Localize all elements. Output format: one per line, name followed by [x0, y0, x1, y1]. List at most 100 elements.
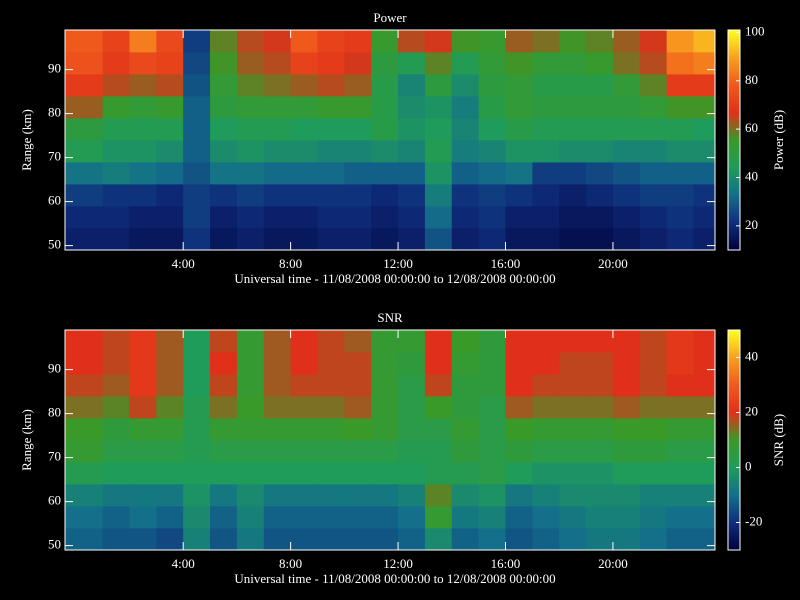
- heatmap-cell: [693, 118, 716, 141]
- heatmap-cell: [263, 184, 292, 207]
- heatmap-cell: [559, 440, 587, 463]
- heatmap-cell: [478, 162, 506, 185]
- heatmap-cell: [183, 462, 211, 485]
- heatmap-cell: [532, 462, 560, 485]
- heatmap-cell: [236, 418, 265, 441]
- heatmap-cell: [666, 506, 694, 529]
- heatmap-cell: [451, 352, 480, 375]
- heatmap-cell: [532, 484, 560, 507]
- y-tick-label: 70: [48, 449, 61, 464]
- y-tick-label: 50: [48, 237, 61, 252]
- heatmap-cell: [102, 184, 130, 207]
- heatmap-cell: [236, 118, 265, 141]
- heatmap-cell: [183, 140, 211, 163]
- heatmap-cell: [156, 206, 184, 229]
- heatmap-cell: [290, 52, 318, 75]
- heatmap-cell: [612, 330, 641, 353]
- heatmap-cell: [317, 330, 345, 353]
- colorbar-tick-label: 40: [745, 348, 758, 363]
- heatmap-cell: [263, 52, 292, 75]
- colorbar-tick-label: -20: [745, 513, 762, 528]
- heatmap-cell: [317, 74, 345, 97]
- heatmap-cell: [666, 96, 694, 119]
- x-tick-label: 4:00: [172, 556, 195, 571]
- heatmap-cell: [156, 162, 184, 185]
- heatmap-cell: [505, 96, 533, 119]
- heatmap-cell: [371, 440, 399, 463]
- colorbar: [727, 329, 741, 551]
- heatmap-cell: [398, 462, 426, 485]
- heatmap-cell: [371, 206, 399, 229]
- heatmap-cell: [639, 418, 668, 441]
- heatmap-cell: [586, 396, 614, 419]
- heatmap-cell: [478, 352, 506, 375]
- heatmap-cell: [129, 162, 157, 185]
- heatmap-cell: [451, 140, 480, 163]
- heatmap-cell: [317, 418, 345, 441]
- heatmap-cell: [505, 162, 533, 185]
- heatmap-cell: [236, 462, 265, 485]
- heatmap-cell: [129, 30, 157, 53]
- heatmap-cell: [102, 118, 130, 141]
- heatmap-cell: [263, 484, 292, 507]
- heatmap-cell: [290, 374, 318, 397]
- heatmap-cell: [639, 352, 668, 375]
- heatmap-cell: [612, 162, 641, 185]
- x-tick-label: 4:00: [172, 256, 195, 271]
- heatmap-cell: [424, 52, 453, 75]
- y-tick-label: 50: [48, 537, 61, 552]
- heatmap-cell: [317, 352, 345, 375]
- x-axis-label: Universal time - 11/08/2008 00:00:00 to …: [234, 271, 555, 286]
- heatmap-cell: [102, 440, 130, 463]
- heatmap-cell: [612, 418, 641, 441]
- heatmap-cell: [317, 374, 345, 397]
- heatmap-cell: [290, 506, 318, 529]
- heatmap-cell: [478, 206, 506, 229]
- heatmap-cell: [666, 162, 694, 185]
- heatmap-cell: [371, 52, 399, 75]
- y-tick-label: 80: [48, 105, 61, 120]
- heatmap-cell: [156, 96, 184, 119]
- heatmap-cell: [236, 374, 265, 397]
- heatmap-cell: [129, 418, 157, 441]
- heatmap-cell: [129, 352, 157, 375]
- heatmap-cell: [693, 440, 716, 463]
- heatmap-cell: [586, 52, 614, 75]
- heatmap-cell: [639, 96, 668, 119]
- heatmap-cell: [102, 484, 130, 507]
- heatmap-cell: [559, 228, 587, 251]
- heatmap-cell: [586, 418, 614, 441]
- heatmap-cell: [129, 484, 157, 507]
- heatmap-cell: [183, 206, 211, 229]
- heatmap-cell: [183, 440, 211, 463]
- heatmap-cell: [156, 396, 184, 419]
- heatmap-cell: [586, 462, 614, 485]
- heatmap-cell: [505, 140, 533, 163]
- heatmap-cell: [424, 162, 453, 185]
- heatmap-cell: [478, 52, 506, 75]
- heatmap-cell: [451, 462, 480, 485]
- heatmap-cell: [210, 162, 238, 185]
- heatmap-cell: [210, 140, 238, 163]
- heatmap-cell: [65, 506, 104, 529]
- heatmap-cell: [102, 162, 130, 185]
- heatmap-cell: [559, 162, 587, 185]
- heatmap-cell: [612, 352, 641, 375]
- heatmap-cell: [236, 162, 265, 185]
- heatmap-cell: [424, 228, 453, 251]
- heatmap-cell: [290, 184, 318, 207]
- heatmap-cell: [478, 374, 506, 397]
- heatmap-cell: [129, 184, 157, 207]
- x-tick-label: 20:00: [598, 256, 628, 271]
- heatmap-cell: [317, 206, 345, 229]
- heatmap-cell: [559, 118, 587, 141]
- heatmap-cell: [505, 418, 533, 441]
- heatmap-cell: [65, 528, 104, 551]
- heatmap-cell: [505, 484, 533, 507]
- heatmap-cell: [183, 352, 211, 375]
- heatmap-cell: [236, 330, 265, 353]
- heatmap-cell: [398, 184, 426, 207]
- heatmap-cell: [156, 374, 184, 397]
